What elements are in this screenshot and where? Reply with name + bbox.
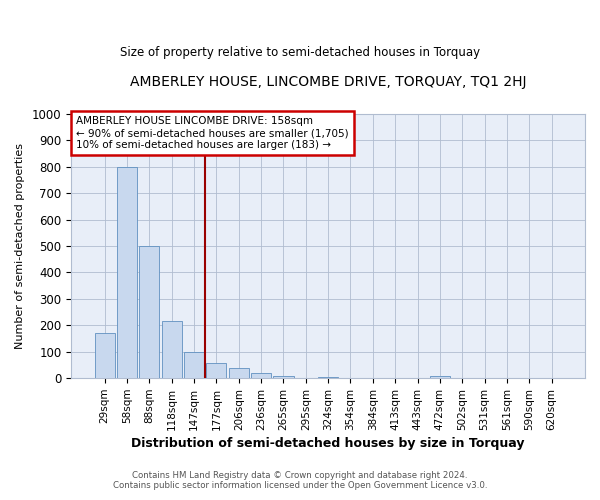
Bar	[184, 352, 204, 378]
Title: AMBERLEY HOUSE, LINCOMBE DRIVE, TORQUAY, TQ1 2HJ: AMBERLEY HOUSE, LINCOMBE DRIVE, TORQUAY,…	[130, 75, 526, 89]
Bar	[318, 377, 338, 378]
Bar	[117, 166, 137, 378]
Y-axis label: Number of semi-detached properties: Number of semi-detached properties	[15, 143, 25, 349]
Bar	[430, 376, 450, 378]
Text: Contains HM Land Registry data © Crown copyright and database right 2024.
Contai: Contains HM Land Registry data © Crown c…	[113, 470, 487, 490]
Bar	[274, 376, 293, 378]
Text: Size of property relative to semi-detached houses in Torquay: Size of property relative to semi-detach…	[120, 46, 480, 59]
Bar	[206, 363, 226, 378]
Bar	[95, 334, 115, 378]
Bar	[161, 322, 182, 378]
Bar	[229, 368, 249, 378]
Bar	[251, 374, 271, 378]
Bar	[139, 246, 160, 378]
X-axis label: Distribution of semi-detached houses by size in Torquay: Distribution of semi-detached houses by …	[131, 437, 525, 450]
Text: AMBERLEY HOUSE LINCOMBE DRIVE: 158sqm
← 90% of semi-detached houses are smaller : AMBERLEY HOUSE LINCOMBE DRIVE: 158sqm ← …	[76, 116, 349, 150]
